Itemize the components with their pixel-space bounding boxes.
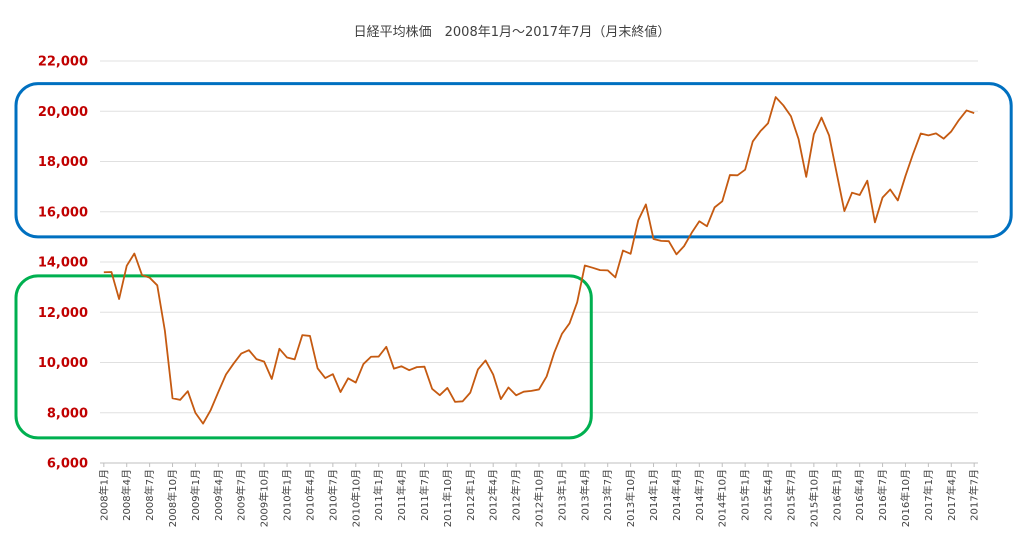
gridlines bbox=[100, 60, 978, 464]
x-tick-label: 2016年7月 bbox=[876, 469, 889, 521]
x-tick-label: 2015年4月 bbox=[762, 469, 775, 521]
y-tick-label: 6,000 bbox=[47, 457, 88, 472]
x-tick-label: 2016年1月 bbox=[830, 469, 843, 521]
x-tick-label: 2008年7月 bbox=[143, 469, 156, 521]
x-tick-label: 2016年10月 bbox=[899, 469, 912, 527]
x-tick-label: 2008年1月 bbox=[97, 469, 110, 521]
y-axis-ticks: 6,000 8,000 10,000 12,000 14,000 16,000 18,000… bbox=[38, 55, 88, 472]
x-tick-label: 2012年10月 bbox=[533, 469, 546, 527]
x-tick-label: 2011年1月 bbox=[372, 469, 385, 521]
x-tick-label: 2017年4月 bbox=[945, 469, 958, 521]
x-tick-label: 2010年4月 bbox=[303, 469, 316, 521]
x-tick-label: 2012年4月 bbox=[487, 469, 500, 521]
x-tick-label: 2012年1月 bbox=[464, 469, 477, 521]
x-tick-label: 2015年10月 bbox=[807, 469, 820, 527]
y-tick-label: 14,000 bbox=[38, 256, 88, 271]
highlight-box-blue bbox=[14, 82, 1013, 239]
y-tick-label: 18,000 bbox=[38, 155, 88, 170]
highlight-box-green bbox=[14, 274, 593, 440]
x-tick-label: 2012年7月 bbox=[510, 469, 523, 521]
x-tick-label: 2011年7月 bbox=[418, 469, 431, 521]
x-tick-label: 2011年10月 bbox=[441, 469, 454, 527]
x-tick-label: 2017年1月 bbox=[922, 469, 935, 521]
x-tick-label: 2009年1月 bbox=[189, 469, 202, 521]
x-tick-label: 2011年4月 bbox=[395, 469, 408, 521]
chart-title: 日経平均株価 2008年1月～2017年7月（月末終値） bbox=[354, 24, 671, 40]
x-tick-label: 2010年10月 bbox=[349, 469, 362, 527]
x-tick-label: 2008年4月 bbox=[120, 469, 133, 521]
x-tick-label: 2009年4月 bbox=[212, 469, 225, 521]
x-tick-label: 2014年7月 bbox=[693, 469, 706, 521]
x-tick-label: 2015年1月 bbox=[739, 469, 752, 521]
series-layer bbox=[103, 96, 975, 425]
x-tick-label: 2013年10月 bbox=[624, 469, 637, 527]
y-tick-label: 8,000 bbox=[47, 406, 88, 421]
x-tick-label: 2013年4月 bbox=[578, 469, 591, 521]
x-tick-label: 2014年4月 bbox=[670, 469, 683, 521]
x-tick-label: 2016年4月 bbox=[853, 469, 866, 521]
x-axis-ticks: 2008年1月 2008年4月 2008年7月 2008年10月 2009年1月 2009… bbox=[97, 463, 981, 527]
x-tick-label: 2015年7月 bbox=[784, 469, 797, 521]
x-tick-label: 2013年1月 bbox=[555, 469, 568, 521]
x-tick-label: 2009年10月 bbox=[258, 469, 271, 527]
y-tick-label: 10,000 bbox=[38, 356, 88, 371]
highlight-boxes bbox=[14, 82, 1013, 440]
y-tick-label: 16,000 bbox=[38, 205, 88, 220]
y-tick-label: 20,000 bbox=[38, 105, 88, 120]
x-tick-label: 2014年1月 bbox=[647, 469, 660, 521]
y-tick-label: 22,000 bbox=[38, 55, 88, 70]
series-line bbox=[103, 96, 975, 425]
x-tick-label: 2014年10月 bbox=[716, 469, 729, 527]
x-tick-label: 2010年7月 bbox=[326, 469, 339, 521]
x-tick-label: 2009年7月 bbox=[235, 469, 248, 521]
x-tick-label: 2008年10月 bbox=[166, 469, 179, 527]
x-tick-label: 2017年7月 bbox=[968, 469, 981, 521]
x-tick-label: 2010年1月 bbox=[281, 469, 294, 521]
x-tick-label: 2013年7月 bbox=[601, 469, 614, 521]
y-tick-label: 12,000 bbox=[38, 306, 88, 321]
